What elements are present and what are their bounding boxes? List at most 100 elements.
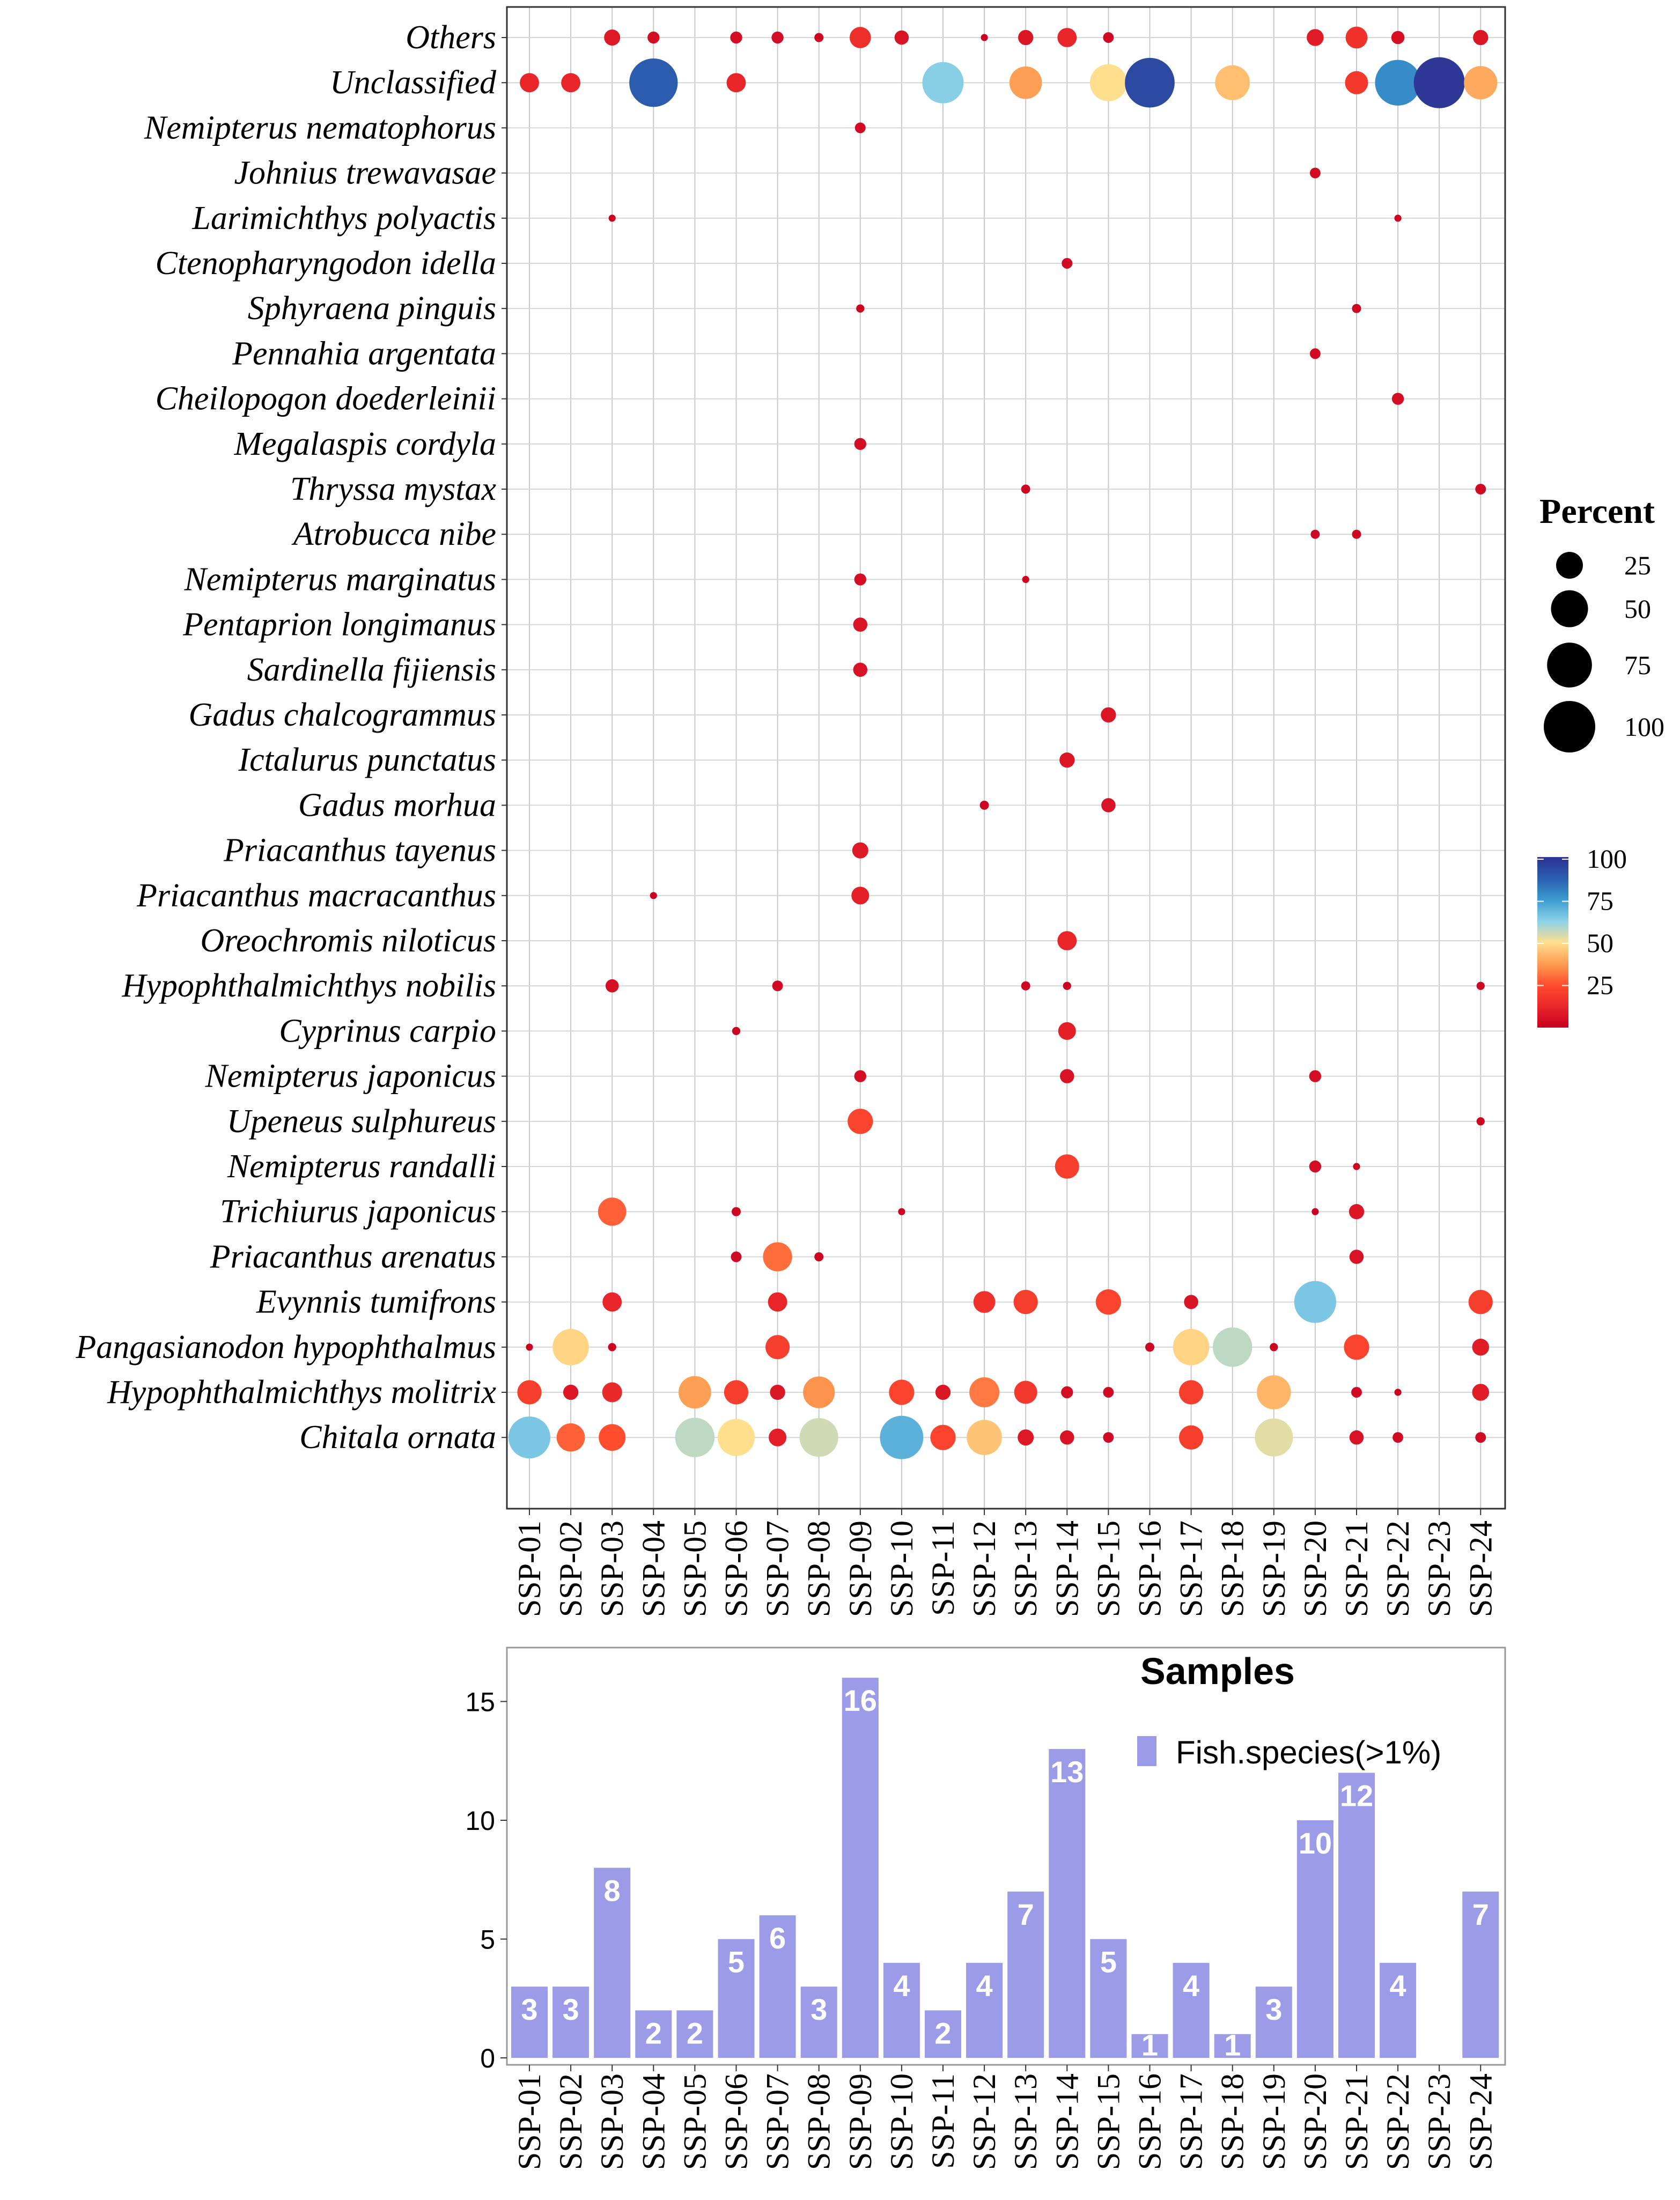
bubble-point xyxy=(803,1376,835,1408)
bubble-point xyxy=(1060,1069,1074,1083)
bubble-point xyxy=(854,122,866,134)
bubble-point xyxy=(1309,348,1321,359)
bubble-point xyxy=(854,438,867,450)
species-label: Nemipterus japonicus xyxy=(205,1058,496,1095)
bubble-point xyxy=(1464,66,1498,100)
bubble-point xyxy=(1022,575,1029,583)
x-tick-label: SSP-03 xyxy=(594,1520,630,1617)
bar-chart-title: Samples xyxy=(1140,1650,1295,1692)
bubble-point xyxy=(1018,1429,1034,1446)
bar xyxy=(1462,1891,1499,2058)
bar-plot-border xyxy=(506,1647,1506,2066)
bar-chart: 0510153SSP-013SSP-028SSP-032SSP-042SSP-0… xyxy=(465,1647,1506,2170)
x-tick-label: SSP-17 xyxy=(1174,2073,1209,2170)
bubble-point xyxy=(732,1027,741,1036)
bubble-point xyxy=(1103,32,1114,43)
size-legend-circle xyxy=(1551,590,1588,627)
x-tick-label: SSP-23 xyxy=(1421,1520,1457,1617)
bubble-point xyxy=(730,31,742,44)
bubble-point xyxy=(1468,1290,1493,1315)
bubble-point xyxy=(556,1423,585,1452)
x-tick-label: SSP-03 xyxy=(594,2073,630,2170)
colorbar-label: 25 xyxy=(1587,970,1613,1000)
bar xyxy=(1131,2034,1168,2058)
bubble-point xyxy=(981,34,988,41)
bubble-point xyxy=(608,215,616,222)
size-legend: Percent 25 50 75 100 xyxy=(1539,492,1664,752)
bar-value-label: 3 xyxy=(810,1992,827,2026)
x-tick-label: SSP-07 xyxy=(760,1520,795,1617)
bubble-point xyxy=(602,1292,622,1312)
bar-value-label: 16 xyxy=(844,1684,877,1717)
bubble-point xyxy=(724,1380,749,1405)
bubble-point xyxy=(1184,1295,1198,1309)
bar xyxy=(1380,1962,1417,2058)
bubble-point xyxy=(853,662,868,677)
bubble-point xyxy=(856,304,865,313)
bar xyxy=(759,1915,796,2058)
x-tick-label: SSP-07 xyxy=(760,2073,795,2170)
x-tick-label: SSP-19 xyxy=(1256,2073,1292,2170)
species-label: Gadus chalcogrammus xyxy=(189,697,496,733)
species-label: Upeneus sulphureus xyxy=(227,1103,496,1140)
x-tick-label: SSP-08 xyxy=(801,2073,837,2170)
bubble-point xyxy=(1375,60,1421,106)
bar xyxy=(842,1678,879,2058)
bar-value-label: 5 xyxy=(728,1945,745,1979)
bubble-point xyxy=(647,31,660,44)
bar xyxy=(925,2010,961,2058)
y-tick-label: 15 xyxy=(465,1687,495,1717)
bar xyxy=(1255,1987,1292,2058)
x-tick-label: SSP-01 xyxy=(512,1520,547,1617)
x-tick-label: SSP-17 xyxy=(1174,1520,1209,1617)
bubble-point xyxy=(1270,1343,1278,1352)
bar-value-label: 4 xyxy=(976,1969,993,2003)
x-tick-label: SSP-08 xyxy=(801,1520,837,1617)
species-label: Unclassified xyxy=(330,64,497,101)
bar-value-label: 4 xyxy=(1390,1969,1406,2003)
bubble-point xyxy=(563,1384,579,1400)
x-tick-label: SSP-10 xyxy=(884,1520,919,1617)
bubble-point xyxy=(1215,65,1250,100)
bubble-point xyxy=(1349,1204,1365,1220)
color-legend: 100 75 50 25 xyxy=(1537,844,1627,1028)
species-label: Pennahia argentata xyxy=(232,335,496,372)
bar-value-label: 13 xyxy=(1050,1755,1084,1789)
bubble-point xyxy=(898,1208,905,1215)
x-tick-label: SSP-04 xyxy=(636,1520,671,1617)
bubble-point xyxy=(1059,752,1075,768)
bubble-point xyxy=(726,73,746,93)
bar-value-label: 10 xyxy=(1299,1826,1332,1860)
x-tick-label: SSP-02 xyxy=(553,2073,588,2170)
bar-value-label: 1 xyxy=(1224,2028,1241,2062)
bubble-point xyxy=(814,1252,824,1261)
species-label: Oreochromis niloticus xyxy=(200,922,496,959)
bubble-point xyxy=(1125,57,1175,108)
x-tick-label: SSP-18 xyxy=(1215,2073,1250,2170)
species-label: Priacanthus arenatus xyxy=(210,1238,496,1275)
bubble-point xyxy=(1101,707,1116,723)
colorbar-label: 50 xyxy=(1587,928,1613,958)
bubble-point xyxy=(922,62,964,104)
bubble-point xyxy=(517,1380,542,1405)
bubble-point xyxy=(1391,31,1405,45)
bar-value-label: 4 xyxy=(1183,1969,1199,2003)
bar-value-label: 8 xyxy=(604,1874,621,1908)
legend-swatch xyxy=(1137,1736,1156,1766)
bubble-point xyxy=(1344,1334,1369,1360)
bar-value-label: 4 xyxy=(893,1969,910,2003)
bubble-point xyxy=(1351,1387,1362,1398)
bubble-point xyxy=(1057,931,1077,950)
species-label: Pentaprion longimanus xyxy=(182,607,496,643)
bubble-point xyxy=(814,33,824,42)
size-legend-label: 50 xyxy=(1624,594,1651,624)
bubble-point xyxy=(629,58,678,107)
bubble-point xyxy=(1060,1430,1074,1445)
bar xyxy=(718,1939,755,2058)
bar xyxy=(1090,1939,1127,2058)
bubble-point xyxy=(1173,1328,1210,1365)
bubble-point xyxy=(1394,215,1402,222)
x-tick-label: SSP-22 xyxy=(1380,2073,1416,2170)
bubble-point xyxy=(598,1197,627,1226)
x-tick-label: SSP-11 xyxy=(925,1520,961,1616)
